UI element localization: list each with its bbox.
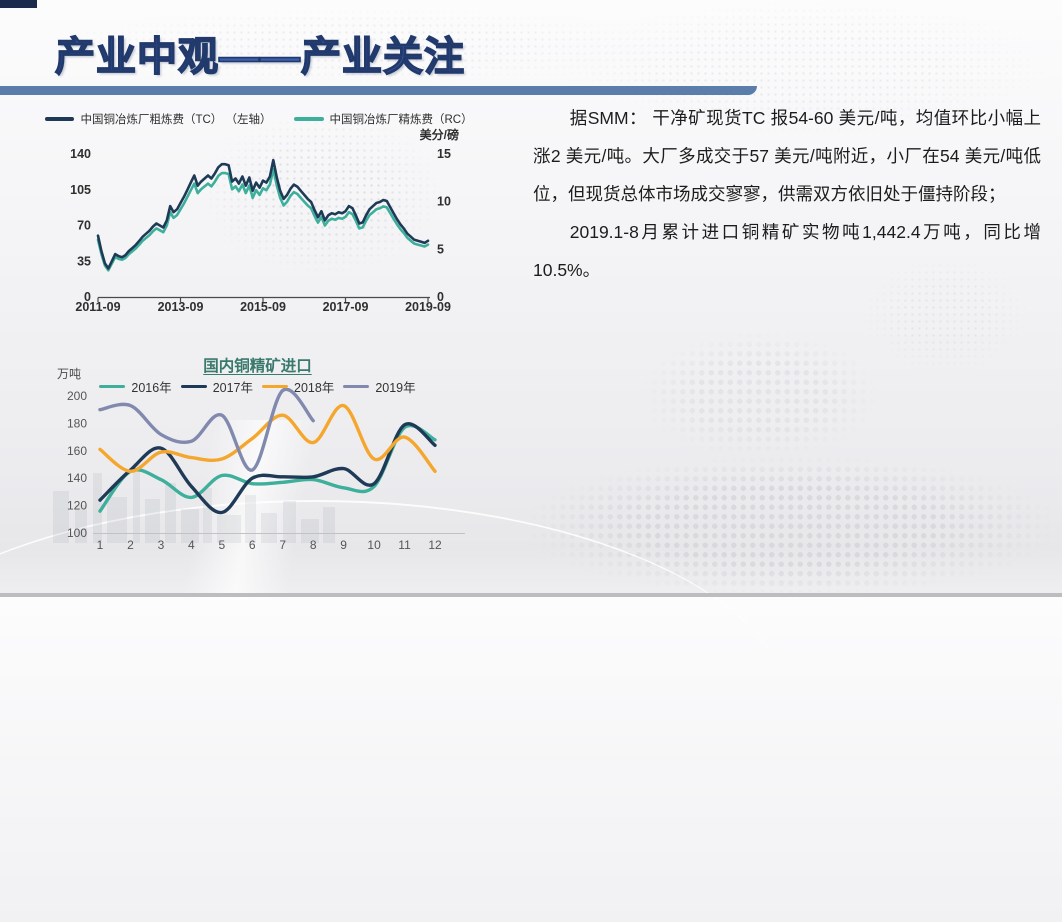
import-chart-title: 国内铜精矿进口 (203, 358, 312, 375)
commentary-paragraph-2: 2019.1-8月累计进口铜精矿实物吨1,442.4万吨，同比增10.5%。 (533, 222, 1041, 280)
legend-label-2016: 2016年 (131, 381, 172, 395)
svg-text:2011-09: 2011-09 (75, 300, 120, 314)
commentary-paragraph-1: 据SMM： 干净矿现货TC 报54-60 美元/吨，均值环比小幅上涨2 美元/吨… (533, 108, 1041, 204)
corner-accent-block (0, 0, 37, 8)
svg-text:35: 35 (77, 254, 91, 268)
svg-text:12: 12 (428, 538, 442, 552)
svg-text:7: 7 (279, 538, 286, 552)
tc-line-swatch (45, 117, 75, 121)
svg-text:70: 70 (77, 219, 91, 233)
svg-text:140: 140 (70, 147, 91, 161)
svg-text:105: 105 (70, 183, 91, 197)
svg-text:200: 200 (67, 389, 87, 403)
svg-text:10: 10 (437, 195, 451, 209)
page-title: 产业中观——产业关注 (54, 34, 465, 80)
svg-text:140: 140 (67, 471, 87, 485)
legend-label-2017: 2017年 (212, 381, 253, 395)
tc-rc-chart: 2011-09 2013-09 2015-09 2017-09 2019-0903570… (70, 127, 459, 314)
import-chart-legend: 2016年 2017年 2018年 2019年 (45, 377, 470, 396)
svg-text:2013-09: 2013-09 (158, 300, 204, 314)
svg-text:5: 5 (437, 242, 444, 256)
rc-line-swatch (294, 117, 324, 121)
svg-text:9: 9 (340, 538, 347, 552)
legend-item-2017: 2017年 (180, 377, 253, 396)
svg-text:120: 120 (67, 499, 87, 513)
rc-legend-label: 中国铜冶炼厂精炼费（RC） (329, 114, 473, 126)
legend-item-2016: 2016年 (99, 377, 172, 396)
svg-text:6: 6 (249, 538, 256, 552)
svg-text:美分/磅: 美分/磅 (420, 127, 459, 142)
svg-text:2017-09: 2017-09 (323, 300, 369, 314)
slide: { "header": { "title": "产业中观——产业关注", "ac… (0, 0, 1062, 600)
legend-item-rc: 中国铜冶炼厂精炼费（RC） (294, 111, 473, 127)
line-swatch-2018 (262, 384, 288, 389)
svg-text:8: 8 (310, 538, 317, 552)
commentary-block: 据SMM： 干净矿现货TC 报54-60 美元/吨，均值环比小幅上涨2 美元/吨… (533, 99, 1041, 289)
svg-text:4: 4 (188, 538, 195, 552)
svg-text:2019-09: 2019-09 (405, 300, 451, 314)
bottom-edge-strip (0, 593, 1062, 597)
svg-text:10: 10 (367, 538, 381, 552)
svg-text:11: 11 (398, 538, 411, 552)
line-swatch-2019 (343, 384, 370, 389)
legend-item-2019: 2019年 (343, 377, 416, 396)
svg-text:0: 0 (437, 290, 444, 304)
line-swatch-2016 (99, 384, 126, 389)
swoosh-curve (0, 500, 790, 922)
svg-text:100: 100 (67, 526, 87, 540)
import-chart-ylabel: 万吨 (57, 367, 82, 381)
svg-text:3: 3 (158, 538, 165, 552)
svg-text:180: 180 (67, 416, 87, 430)
legend-label-2018: 2018年 (294, 381, 335, 395)
line-swatch-2017 (180, 384, 207, 389)
svg-text:5: 5 (218, 538, 225, 552)
legend-item-tc: 中国铜冶炼厂粗炼费（TC） （左轴） (45, 111, 272, 127)
tc-rc-chart-legend: 中国铜冶炼厂粗炼费（TC） （左轴） 中国铜冶炼厂精炼费（RC） (45, 111, 473, 127)
svg-text:2015-09: 2015-09 (240, 300, 286, 314)
header-accent-bar (0, 86, 757, 95)
hex-pattern-mid (640, 330, 880, 460)
svg-text:2: 2 (127, 538, 134, 552)
tc-legend-label: 中国铜冶炼厂粗炼费（TC） （左轴） (80, 114, 272, 126)
legend-item-2018: 2018年 (262, 377, 334, 396)
legend-label-2019: 2019年 (375, 381, 416, 395)
svg-text:15: 15 (437, 147, 451, 161)
svg-text:160: 160 (67, 444, 87, 458)
svg-text:0: 0 (84, 290, 91, 304)
hex-pattern-bottom (520, 455, 1062, 597)
svg-text:1: 1 (97, 538, 104, 552)
